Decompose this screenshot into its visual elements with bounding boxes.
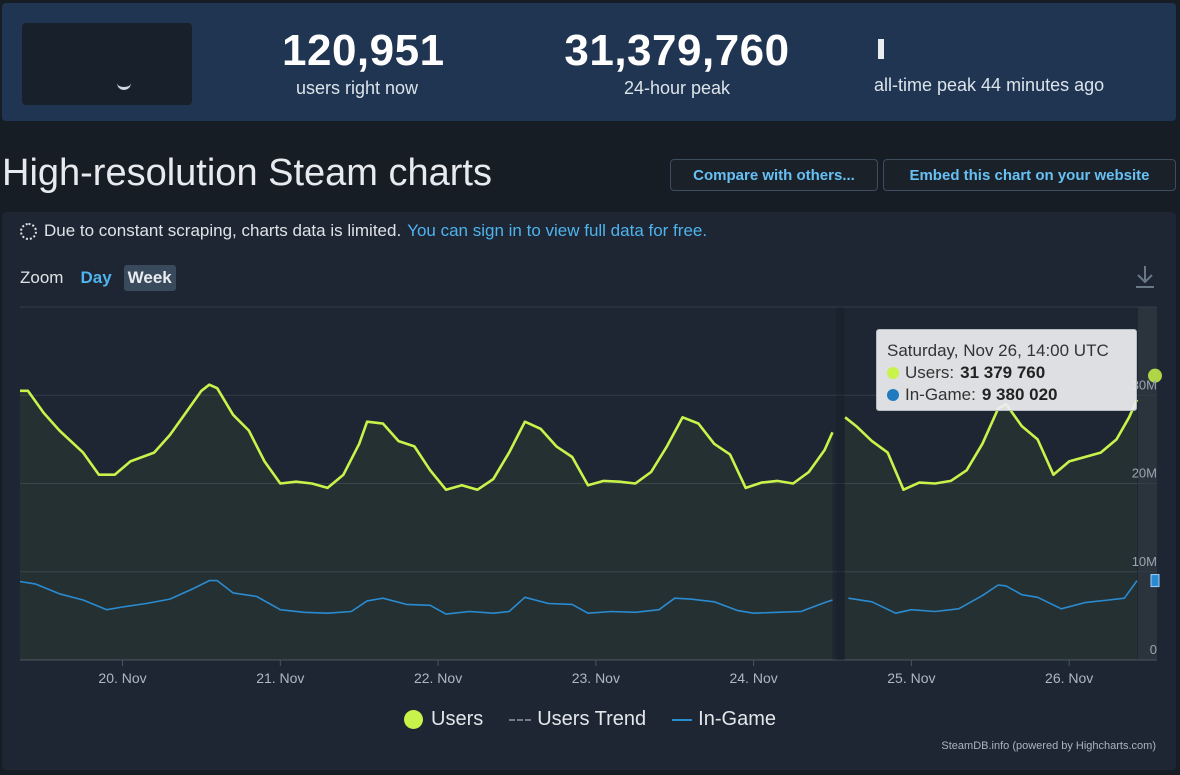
data-gap [836, 307, 845, 660]
grid-layer [20, 306, 1157, 661]
users-dot-icon [887, 367, 899, 379]
legend-ingame-label: In-Game [698, 708, 776, 730]
download-icon[interactable] [1134, 264, 1156, 290]
x-tick-label: 21. Nov [256, 670, 304, 686]
legend-users-trend[interactable]: Users Trend [509, 708, 646, 731]
alltime-value-obscured [878, 39, 884, 59]
zoom-label: Zoom [20, 268, 64, 287]
ingame-hover-marker [1150, 574, 1160, 588]
tooltip-ingame-value: 9 380 020 [981, 385, 1058, 404]
y-tick-label: 20M [1132, 466, 1157, 481]
users-area [845, 399, 1137, 660]
zoom-day-button[interactable]: Day [80, 268, 112, 287]
trend-legend-icon [509, 718, 532, 721]
legend-trend-label: Users Trend [537, 708, 647, 730]
y-tick-label: 0 [1150, 642, 1157, 657]
series-layer [19, 368, 1162, 660]
y-tick-label: 10M [1132, 554, 1157, 569]
loading-icon [20, 222, 37, 240]
y-tick-label: 30M [1132, 377, 1157, 392]
peak-value: 31,379,760 [564, 26, 790, 75]
axis-layer: 0 10M 20M 30M 20. Nov 21. Nov 22. Nov 23. Nov 24… [98, 377, 1157, 686]
zoom-week-button[interactable]: Week [123, 265, 176, 291]
x-tick-label: 20. Nov [98, 670, 146, 686]
x-tick-label: 24. Nov [729, 670, 777, 686]
alltime-label: all-time peak 44 minutes ago [874, 75, 1105, 95]
compare-button[interactable]: Compare with others... [670, 159, 878, 191]
zoom-controls: Zoom Day Week [20, 265, 176, 291]
x-tick-label: 26. Nov [1045, 670, 1093, 686]
legend-users[interactable]: Users [404, 708, 483, 731]
notice-text: Due to constant scraping, charts data is… [44, 221, 402, 240]
chart-tooltip: Saturday, Nov 26, 14:00 UTC Users: 31 37… [876, 329, 1137, 411]
tooltip-ingame-row: In-Game: 9 380 020 [887, 384, 1136, 406]
users-hover-marker [1148, 368, 1162, 383]
ingame-line [848, 580, 1138, 614]
peak-label: 24-hour peak [623, 78, 731, 98]
chart-legend: Users Users Trend In-Game [0, 708, 1180, 731]
chart-panel: Due to constant scraping, charts data is… [2, 212, 1176, 770]
ingame-dot-icon [887, 389, 899, 401]
legend-ingame[interactable]: In-Game [672, 708, 776, 731]
ingame-legend-icon [672, 718, 693, 721]
x-tick-label: 22. Nov [414, 670, 462, 686]
stat-24h-peak: 31,379,760 24-hour peak [542, 25, 812, 99]
sign-in-link[interactable]: You can sign in to view full data for fr… [407, 221, 708, 240]
chart-credits[interactable]: SteamDB.info (powered by Highcharts.com) [941, 740, 1156, 752]
x-tick-label: 25. Nov [887, 670, 935, 686]
users-legend-icon [404, 710, 423, 729]
app-logo[interactable] [22, 23, 192, 105]
stats-banner: 120,951 users right now 31,379,760 24-ho… [2, 3, 1176, 121]
legend-users-label: Users [431, 708, 484, 730]
x-tick-label: 23. Nov [572, 670, 620, 686]
tooltip-users-value: 31 379 760 [960, 363, 1046, 382]
page-title: High-resolution Steam charts [2, 152, 492, 194]
users-line [20, 383, 834, 491]
scraping-notice: Due to constant scraping, charts data is… [20, 221, 707, 241]
tooltip-users-row: Users: 31 379 760 [887, 362, 1136, 384]
embed-button[interactable]: Embed this chart on your website [883, 159, 1176, 191]
users-now-value: 120,951 [282, 26, 445, 75]
stat-users-now: 120,951 users right now [282, 25, 445, 99]
users-area [20, 384, 833, 660]
users-now-label: users right now [295, 78, 419, 98]
tooltip-users-label: Users: [905, 363, 955, 382]
stat-alltime-peak: all-time peak 44 minutes ago [874, 25, 1134, 96]
tooltip-ingame-label: In-Game: [905, 385, 976, 404]
logo-mark [117, 81, 131, 90]
tooltip-title: Saturday, Nov 26, 14:00 UTC [887, 341, 1109, 360]
ingame-line [19, 579, 833, 615]
